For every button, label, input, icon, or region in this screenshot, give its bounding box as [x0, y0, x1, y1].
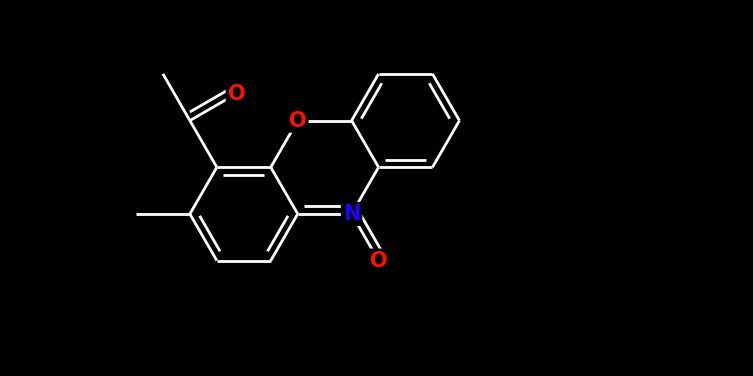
Text: O: O	[370, 251, 387, 271]
Text: N: N	[343, 204, 360, 224]
Text: O: O	[227, 83, 245, 104]
Text: O: O	[289, 111, 306, 130]
